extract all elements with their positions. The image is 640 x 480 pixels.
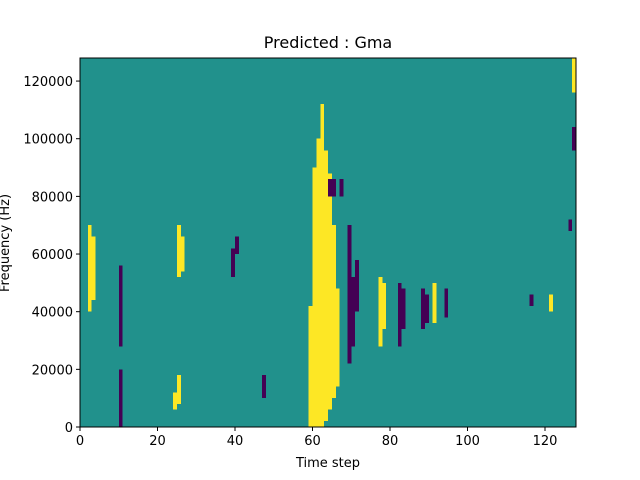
heatmap-cell [324,150,328,422]
x-tick-label: 120 [533,434,558,449]
heatmap-cell [328,179,332,197]
heatmap-cell [231,248,235,278]
x-tick-label: 80 [382,434,399,449]
x-tick-label: 100 [455,434,480,449]
y-tick-label: 120000 [23,75,73,90]
chart-title: Predicted : Gma [264,33,392,52]
heatmap-cell [568,219,573,231]
heatmap-cell [328,173,332,410]
y-tick-label: 80000 [32,190,73,205]
y-tick-label: 40000 [32,306,73,321]
y-tick-label: 60000 [32,248,73,263]
heatmap-cell [548,294,553,312]
heatmap-cell [308,305,313,427]
heatmap-cell [180,236,185,272]
heatmap-cell [173,392,177,410]
heatmap-cell [235,236,239,255]
heatmap-cell [118,369,123,427]
heatmap-cell [335,288,340,387]
y-tick-label: 100000 [23,133,73,148]
x-axis-label: Time step [295,456,360,471]
y-tick-label: 0 [65,421,73,436]
heatmap-cell [262,375,266,399]
heatmap-cell [529,294,534,306]
heatmap-cell [378,277,383,347]
heatmap-cell [312,167,317,427]
x-tick-label: 20 [149,434,166,449]
heatmap-cell [401,288,406,329]
plot-area [79,57,577,428]
heatmap-cell [424,294,429,324]
heatmap-cell [397,282,402,347]
heatmap-cell [87,225,92,312]
heatmap-cell [351,277,356,347]
heatmap-cell [339,179,344,197]
heatmap-cell [320,104,325,427]
x-tick-label: 60 [304,434,321,449]
heatmap-cell [572,58,576,93]
x-axis: 0 20 40 60 80 100 120 [76,427,558,449]
heatmap-cell [331,179,336,197]
heatmap-cell [118,265,123,347]
plot-frame [79,57,577,428]
y-axis-label: Frequency (Hz) [0,194,13,292]
x-tick-label: 0 [76,434,84,449]
heatmap-cell [444,288,449,318]
heatmap-cell [355,259,359,312]
y-tick-label: 20000 [32,363,73,378]
heatmap-cell [572,127,576,151]
heatmap-cell [91,236,96,301]
heatmap-cell [176,375,181,404]
y-axis: 0 20000 40000 60000 80000 100000 120000 [23,75,80,436]
heatmap-cell [347,225,352,364]
heatmap-cell [331,225,336,399]
heatmap-cell [316,138,321,427]
heatmap-cell [382,282,387,329]
heatmap-cell [432,282,437,324]
heatmap-cell [176,225,181,278]
x-tick-label: 40 [227,434,244,449]
heatmap-cell [421,288,425,329]
